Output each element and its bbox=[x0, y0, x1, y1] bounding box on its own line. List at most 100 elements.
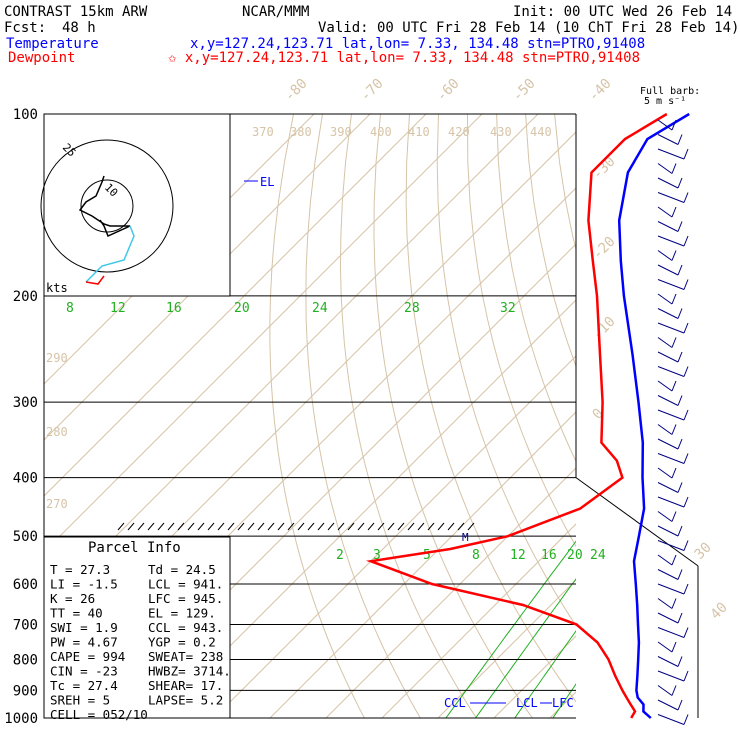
isotherm-label: -70 bbox=[358, 76, 387, 105]
hatch-mark bbox=[197, 522, 205, 531]
valid-time: Valid: 00 UTC Fri 28 Feb 14 (10 ChT Fri … bbox=[318, 20, 739, 36]
theta-label: 390 bbox=[330, 125, 352, 139]
mixing-ratio-label: 24 bbox=[312, 301, 328, 316]
lfc-marker: LFC bbox=[552, 696, 574, 710]
dewpoint-curve bbox=[365, 112, 668, 719]
wind-barb-flag bbox=[683, 366, 689, 377]
wind-barb-flag bbox=[677, 351, 683, 363]
wind-barb bbox=[657, 409, 685, 421]
wind-barb bbox=[657, 134, 679, 145]
wind-barb bbox=[657, 322, 685, 334]
wind-barb-flag bbox=[683, 453, 689, 464]
mixing-ratio-line bbox=[552, 683, 576, 718]
mixing-ratio-label: 12 bbox=[510, 548, 526, 563]
theta-label: 370 bbox=[252, 125, 274, 139]
hatch-mark bbox=[397, 522, 405, 531]
isotherm-label: 0 bbox=[590, 406, 607, 423]
barb-legend-units: 5 m s⁻¹ bbox=[644, 96, 686, 107]
parcel-info-right: HWBZ= 3714. bbox=[148, 664, 231, 679]
hatch-mark bbox=[347, 522, 355, 531]
wind-barb-flag bbox=[677, 264, 683, 276]
mixing-ratio-lines bbox=[445, 268, 740, 718]
wind-barb bbox=[657, 482, 679, 493]
hatch-mark bbox=[177, 522, 185, 531]
hatch-mark bbox=[277, 522, 285, 531]
dry-adiabat-line bbox=[729, 114, 740, 718]
wind-barb-flag bbox=[671, 641, 677, 653]
fcst-value: 48 h bbox=[62, 20, 96, 36]
m-marker: M bbox=[462, 531, 469, 544]
wind-barb-flag bbox=[671, 467, 677, 479]
theta-label: 430 bbox=[490, 125, 512, 139]
pressure-label: 200 bbox=[13, 289, 38, 305]
wind-barb bbox=[657, 380, 673, 392]
lcl-marker: LCL bbox=[516, 696, 538, 710]
mixing-ratio-label: 12 bbox=[110, 301, 126, 316]
wind-barb-flag bbox=[677, 482, 683, 493]
hatch-mark bbox=[337, 522, 345, 531]
wind-barb-flag bbox=[683, 235, 689, 247]
hatch-mark bbox=[467, 522, 475, 531]
wind-barb bbox=[657, 583, 685, 595]
mixing-ratio-line bbox=[612, 268, 740, 718]
hatch-mark bbox=[187, 522, 195, 531]
wind-barb bbox=[657, 235, 685, 247]
hatch-mark bbox=[297, 522, 305, 531]
mixing-ratio-label: 3 bbox=[373, 548, 381, 563]
parcel-info-left: Tc = 27.4 bbox=[50, 678, 118, 693]
isotherm-label: -20 bbox=[590, 234, 619, 263]
wind-barb-flag bbox=[683, 670, 689, 682]
dewpoint-legend: Dewpoint bbox=[8, 50, 75, 66]
mixing-ratio-label: 8 bbox=[66, 301, 74, 316]
hatch-mark bbox=[157, 522, 165, 531]
wind-barb-flag bbox=[671, 337, 677, 348]
wind-barb bbox=[657, 308, 679, 319]
wind-barb-flag bbox=[683, 409, 689, 421]
dry-adiabat-line bbox=[405, 114, 576, 703]
wind-barb bbox=[657, 438, 679, 450]
temperature-location: x,y=127.24,123.71 lat,lon= 7.33, 134.48 … bbox=[190, 36, 645, 52]
hatch-mark bbox=[217, 522, 225, 531]
wind-barb-flag bbox=[677, 525, 683, 537]
parcel-info-right: YGP = 0.2 bbox=[148, 635, 216, 650]
mixing-ratio-line bbox=[663, 268, 740, 718]
hatch-mark bbox=[387, 522, 395, 531]
pressure-label: 1000 bbox=[4, 711, 38, 727]
isotherm-line bbox=[213, 355, 576, 718]
pressure-label: 500 bbox=[13, 529, 38, 545]
wind-barb-flag bbox=[677, 656, 683, 667]
hatch-mark bbox=[237, 522, 245, 531]
wind-barb-flag bbox=[671, 554, 677, 566]
dewpoint-location: ✩ x,y=127.24,123.71 lat,lon= 7.33, 134.4… bbox=[168, 50, 640, 66]
dry-adiabat-line bbox=[525, 114, 576, 368]
parcel-info-right: CCL = 943. bbox=[148, 620, 223, 635]
parcel-info-right: LFC = 945. bbox=[148, 591, 223, 606]
hatch-mark bbox=[377, 522, 385, 531]
model-title: CONTRAST 15km ARW bbox=[4, 4, 148, 20]
isotherm-label: -30 bbox=[590, 154, 619, 183]
dry-adiabat-line bbox=[642, 114, 740, 718]
wind-barb bbox=[657, 569, 679, 580]
mixing-ratio-line bbox=[475, 578, 576, 718]
mixing-ratio-line bbox=[676, 268, 740, 718]
theta-label: 440 bbox=[530, 125, 552, 139]
parcel-info-right: Td = 24.5 bbox=[148, 562, 216, 577]
wind-barb-flag bbox=[671, 163, 677, 174]
wind-barb bbox=[657, 366, 685, 377]
dry-adiabat-line bbox=[613, 114, 740, 718]
dry-adiabat-line bbox=[554, 114, 576, 252]
hatch-mark bbox=[117, 522, 125, 531]
wind-barb bbox=[657, 714, 685, 725]
wind-barb bbox=[657, 206, 673, 218]
pressure-label: 900 bbox=[13, 683, 38, 699]
wind-barb bbox=[657, 192, 685, 203]
hatch-mark bbox=[367, 522, 375, 531]
pressure-label: 800 bbox=[13, 652, 38, 668]
wind-barb bbox=[657, 496, 685, 508]
barb-legend-title: Full barb: bbox=[640, 86, 700, 97]
isotherm-line bbox=[44, 114, 483, 553]
wind-barb-flag bbox=[671, 119, 677, 131]
wind-barb-flag bbox=[671, 424, 677, 435]
wind-barb bbox=[657, 351, 679, 363]
